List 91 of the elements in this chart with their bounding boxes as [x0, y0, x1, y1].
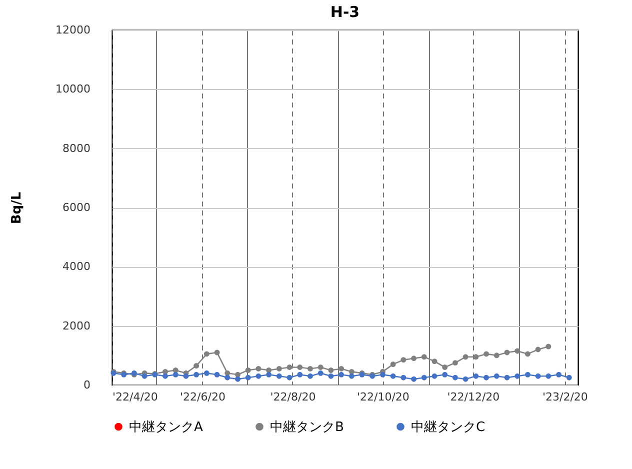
point: [452, 360, 458, 366]
x-tick-label: '23/2/20: [542, 390, 588, 404]
point: [400, 357, 406, 363]
point: [514, 348, 520, 354]
point: [411, 356, 417, 362]
point: [245, 374, 251, 380]
y-tick-label: 10000: [56, 82, 90, 96]
point: [546, 373, 552, 379]
point: [390, 362, 396, 368]
point: [214, 372, 220, 378]
point: [183, 373, 189, 379]
point: [276, 373, 282, 379]
point: [318, 364, 324, 370]
point: [328, 373, 334, 379]
point: [194, 372, 200, 378]
point: [421, 354, 427, 360]
point: [235, 372, 240, 378]
y-tick-label: 6000: [62, 201, 90, 214]
point: [462, 354, 468, 360]
point: [546, 344, 552, 350]
point: [535, 346, 541, 352]
point: [224, 370, 230, 376]
y-tick-label: 8000: [62, 142, 90, 155]
point: [524, 351, 530, 357]
x-tick-label: '22/10/20: [357, 390, 410, 404]
point: [338, 366, 344, 372]
point: [328, 367, 334, 373]
y-tick-label: 4000: [62, 260, 90, 274]
point: [442, 364, 448, 370]
point: [524, 372, 530, 378]
point: [535, 373, 541, 379]
point: [297, 372, 303, 378]
chart-title: H-3: [330, 3, 360, 21]
point: [266, 367, 272, 373]
point: [411, 376, 417, 382]
y-tick-label: 2000: [62, 319, 90, 332]
point: [338, 372, 344, 378]
y-tick-label: 0: [84, 378, 90, 392]
x-tick-label: '22/4/20: [112, 390, 158, 404]
point: [400, 374, 406, 380]
point: [484, 374, 490, 380]
point: [172, 367, 178, 373]
point: [256, 373, 262, 379]
point: [204, 370, 210, 376]
point: [307, 366, 313, 372]
point: [286, 364, 292, 370]
x-tick-label: '22/8/20: [270, 390, 316, 404]
point: [348, 373, 354, 379]
point: [286, 374, 292, 380]
point: [566, 374, 572, 380]
point: [484, 351, 490, 357]
point: [473, 354, 479, 360]
y-tick-label: 12000: [56, 24, 90, 36]
point: [504, 374, 510, 380]
point: [494, 373, 500, 379]
point: [318, 370, 324, 376]
point: [235, 376, 240, 382]
point: [442, 372, 448, 378]
point: [556, 372, 562, 378]
point: [224, 374, 230, 380]
point: [162, 368, 168, 374]
point: [514, 373, 520, 379]
point: [256, 366, 262, 372]
point: [214, 350, 220, 356]
point: [348, 368, 354, 374]
legend-label: 中継タンクA: [129, 420, 203, 435]
point: [380, 372, 386, 378]
x-tick-label: '22/12/20: [447, 390, 500, 404]
point: [162, 373, 168, 379]
point: [494, 352, 500, 358]
point: [245, 367, 251, 373]
point: [194, 363, 200, 369]
point: [504, 350, 510, 356]
point: [276, 366, 282, 372]
point: [432, 373, 438, 379]
point: [452, 374, 458, 380]
point: [307, 373, 313, 379]
point: [462, 376, 468, 382]
point: [142, 373, 148, 379]
point: [432, 358, 438, 364]
y-axis-title: Bq/L: [10, 192, 25, 224]
point: [421, 374, 427, 380]
point: [172, 372, 178, 378]
point: [473, 373, 479, 379]
point: [390, 373, 396, 379]
legend-label: 中継タンクC: [411, 420, 486, 435]
x-tick-label: '22/6/20: [180, 390, 226, 404]
legend-label: 中継タンクB: [270, 420, 344, 435]
point: [297, 364, 303, 370]
point: [204, 351, 210, 357]
point: [266, 372, 272, 378]
